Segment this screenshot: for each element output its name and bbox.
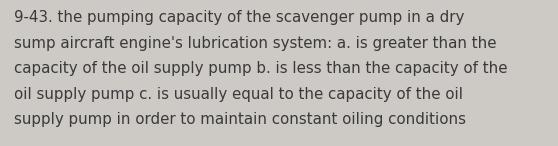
Text: 9-43. the pumping capacity of the scavenger pump in a dry: 9-43. the pumping capacity of the scaven… <box>14 10 464 25</box>
Text: supply pump in order to maintain constant oiling conditions: supply pump in order to maintain constan… <box>14 112 466 127</box>
Text: capacity of the oil supply pump b. is less than the capacity of the: capacity of the oil supply pump b. is le… <box>14 61 507 76</box>
Text: sump aircraft engine's lubrication system: a. is greater than the: sump aircraft engine's lubrication syste… <box>14 36 497 51</box>
Text: oil supply pump c. is usually equal to the capacity of the oil: oil supply pump c. is usually equal to t… <box>14 87 463 102</box>
